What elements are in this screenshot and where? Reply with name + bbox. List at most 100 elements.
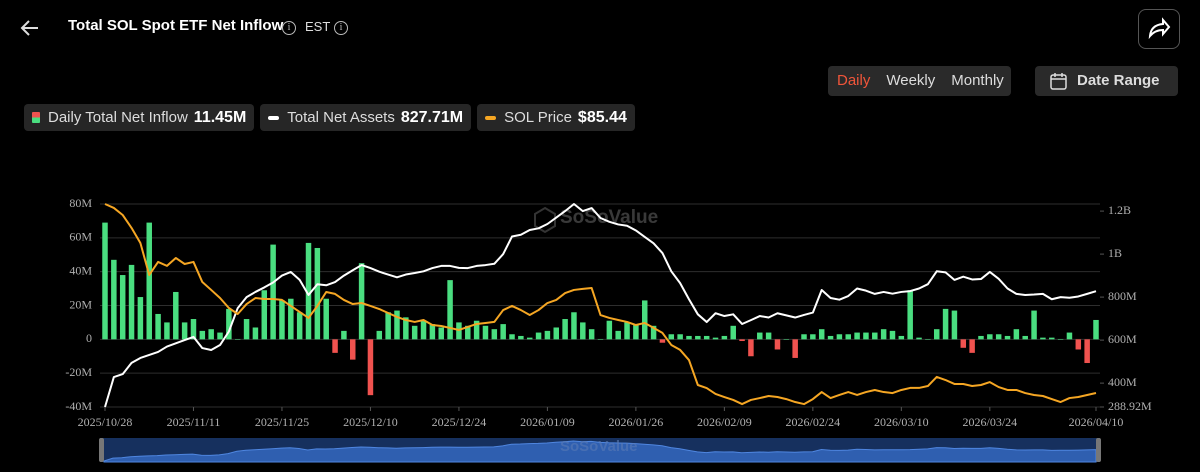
bar bbox=[438, 327, 444, 340]
y-tick-label: 60M bbox=[69, 230, 92, 244]
bar bbox=[217, 332, 223, 340]
bar bbox=[155, 313, 161, 340]
title: Total SOL Spot ETF Net Inflow bbox=[68, 17, 284, 34]
bar bbox=[801, 334, 807, 340]
bar bbox=[385, 312, 391, 340]
bar bbox=[1013, 329, 1020, 340]
bar bbox=[465, 325, 471, 340]
x-tick-label: 2026/04/10 bbox=[1069, 415, 1124, 429]
bar bbox=[553, 327, 560, 340]
bar bbox=[615, 330, 621, 340]
x-tick-label: 2026/01/26 bbox=[609, 415, 664, 429]
info-icon[interactable]: i bbox=[334, 21, 348, 35]
bar bbox=[252, 327, 259, 340]
bar bbox=[659, 339, 666, 343]
bar bbox=[641, 300, 648, 340]
watermark-text: SoSoValue bbox=[560, 207, 658, 228]
bar bbox=[358, 263, 365, 340]
x-tick-label: 2026/02/24 bbox=[786, 415, 841, 429]
bar bbox=[872, 332, 878, 340]
bar bbox=[960, 339, 967, 348]
x-tick-label: 2026/02/09 bbox=[697, 415, 752, 429]
bar bbox=[810, 334, 816, 340]
bar bbox=[916, 337, 922, 340]
bar bbox=[739, 339, 745, 342]
bar bbox=[137, 297, 144, 340]
x-tick-label: 2025/10/28 bbox=[78, 415, 133, 429]
legend-item[interactable]: Daily Total Net Inflow 11.45M bbox=[24, 104, 255, 131]
bar bbox=[518, 335, 524, 340]
bar bbox=[1004, 335, 1011, 340]
share-button[interactable] bbox=[1138, 9, 1180, 49]
bar bbox=[429, 324, 436, 340]
legend-item[interactable]: SOL Price $85.44 bbox=[477, 104, 635, 131]
bar bbox=[350, 339, 356, 360]
period-tabs: Daily Weekly Monthly bbox=[828, 66, 1011, 96]
bar bbox=[925, 339, 931, 340]
y-tick-label: 40M bbox=[69, 263, 92, 277]
legend-label: Total Net Assets bbox=[287, 109, 395, 126]
bar bbox=[1049, 337, 1055, 340]
bar bbox=[102, 222, 108, 340]
bar bbox=[491, 329, 498, 340]
tab[interactable]: Monthly bbox=[951, 72, 1004, 89]
bar bbox=[633, 324, 639, 340]
bar bbox=[403, 317, 409, 340]
x-tick-label: 2025/11/11 bbox=[167, 415, 221, 429]
y2-tick-label: 1B bbox=[1108, 246, 1122, 260]
bar bbox=[482, 325, 489, 340]
legend-item[interactable]: Total Net Assets 827.71M bbox=[260, 104, 472, 131]
tab[interactable]: Weekly bbox=[886, 72, 936, 89]
bar bbox=[712, 337, 719, 340]
bar bbox=[208, 329, 214, 340]
bar bbox=[111, 259, 117, 340]
bar bbox=[270, 244, 276, 340]
y2-tick-label: 400M bbox=[1108, 375, 1137, 389]
bar bbox=[650, 325, 657, 340]
bar bbox=[296, 312, 303, 340]
bar bbox=[305, 242, 312, 340]
bar bbox=[995, 334, 1002, 340]
bar bbox=[1093, 319, 1099, 340]
bar bbox=[597, 339, 604, 340]
bar bbox=[978, 335, 984, 340]
legend-icon bbox=[268, 115, 280, 120]
bar bbox=[562, 319, 568, 340]
bar bbox=[721, 335, 728, 340]
date-range-label: Date Range bbox=[1077, 72, 1160, 89]
bar bbox=[1057, 339, 1064, 340]
y2-tick-label: 600M bbox=[1108, 332, 1137, 346]
bar bbox=[677, 334, 683, 340]
bar bbox=[1084, 339, 1090, 364]
share-icon bbox=[1148, 17, 1171, 40]
info-icon[interactable]: i bbox=[282, 21, 296, 35]
bar bbox=[119, 275, 126, 340]
bar bbox=[783, 339, 790, 340]
x-tick-label: 2026/01/09 bbox=[520, 415, 575, 429]
date-range-button[interactable]: Date Range bbox=[1035, 66, 1178, 96]
bar bbox=[314, 247, 321, 340]
bar bbox=[606, 320, 613, 340]
bar bbox=[854, 332, 860, 340]
navigator[interactable]: SoSoValue bbox=[99, 438, 1101, 463]
bar bbox=[987, 334, 993, 340]
back-arrow[interactable] bbox=[20, 20, 38, 36]
tab[interactable]: Daily bbox=[837, 72, 871, 89]
x-tick-label: 2025/11/25 bbox=[255, 415, 309, 429]
timezone: EST bbox=[305, 19, 331, 34]
bar bbox=[535, 332, 542, 340]
bar bbox=[376, 330, 383, 340]
bar bbox=[588, 329, 595, 340]
y-tick-label: 80M bbox=[69, 196, 92, 210]
bar bbox=[818, 329, 825, 340]
legend-value: $85.44 bbox=[577, 108, 627, 126]
legend: Daily Total Net Inflow 11.45M Total Net As… bbox=[24, 104, 635, 131]
bar bbox=[863, 332, 869, 340]
bar bbox=[969, 339, 975, 353]
y2-tick-label: 1.2B bbox=[1108, 203, 1131, 217]
bar bbox=[845, 334, 851, 340]
bar bbox=[686, 335, 692, 340]
legend-value: 827.71M bbox=[400, 108, 464, 126]
